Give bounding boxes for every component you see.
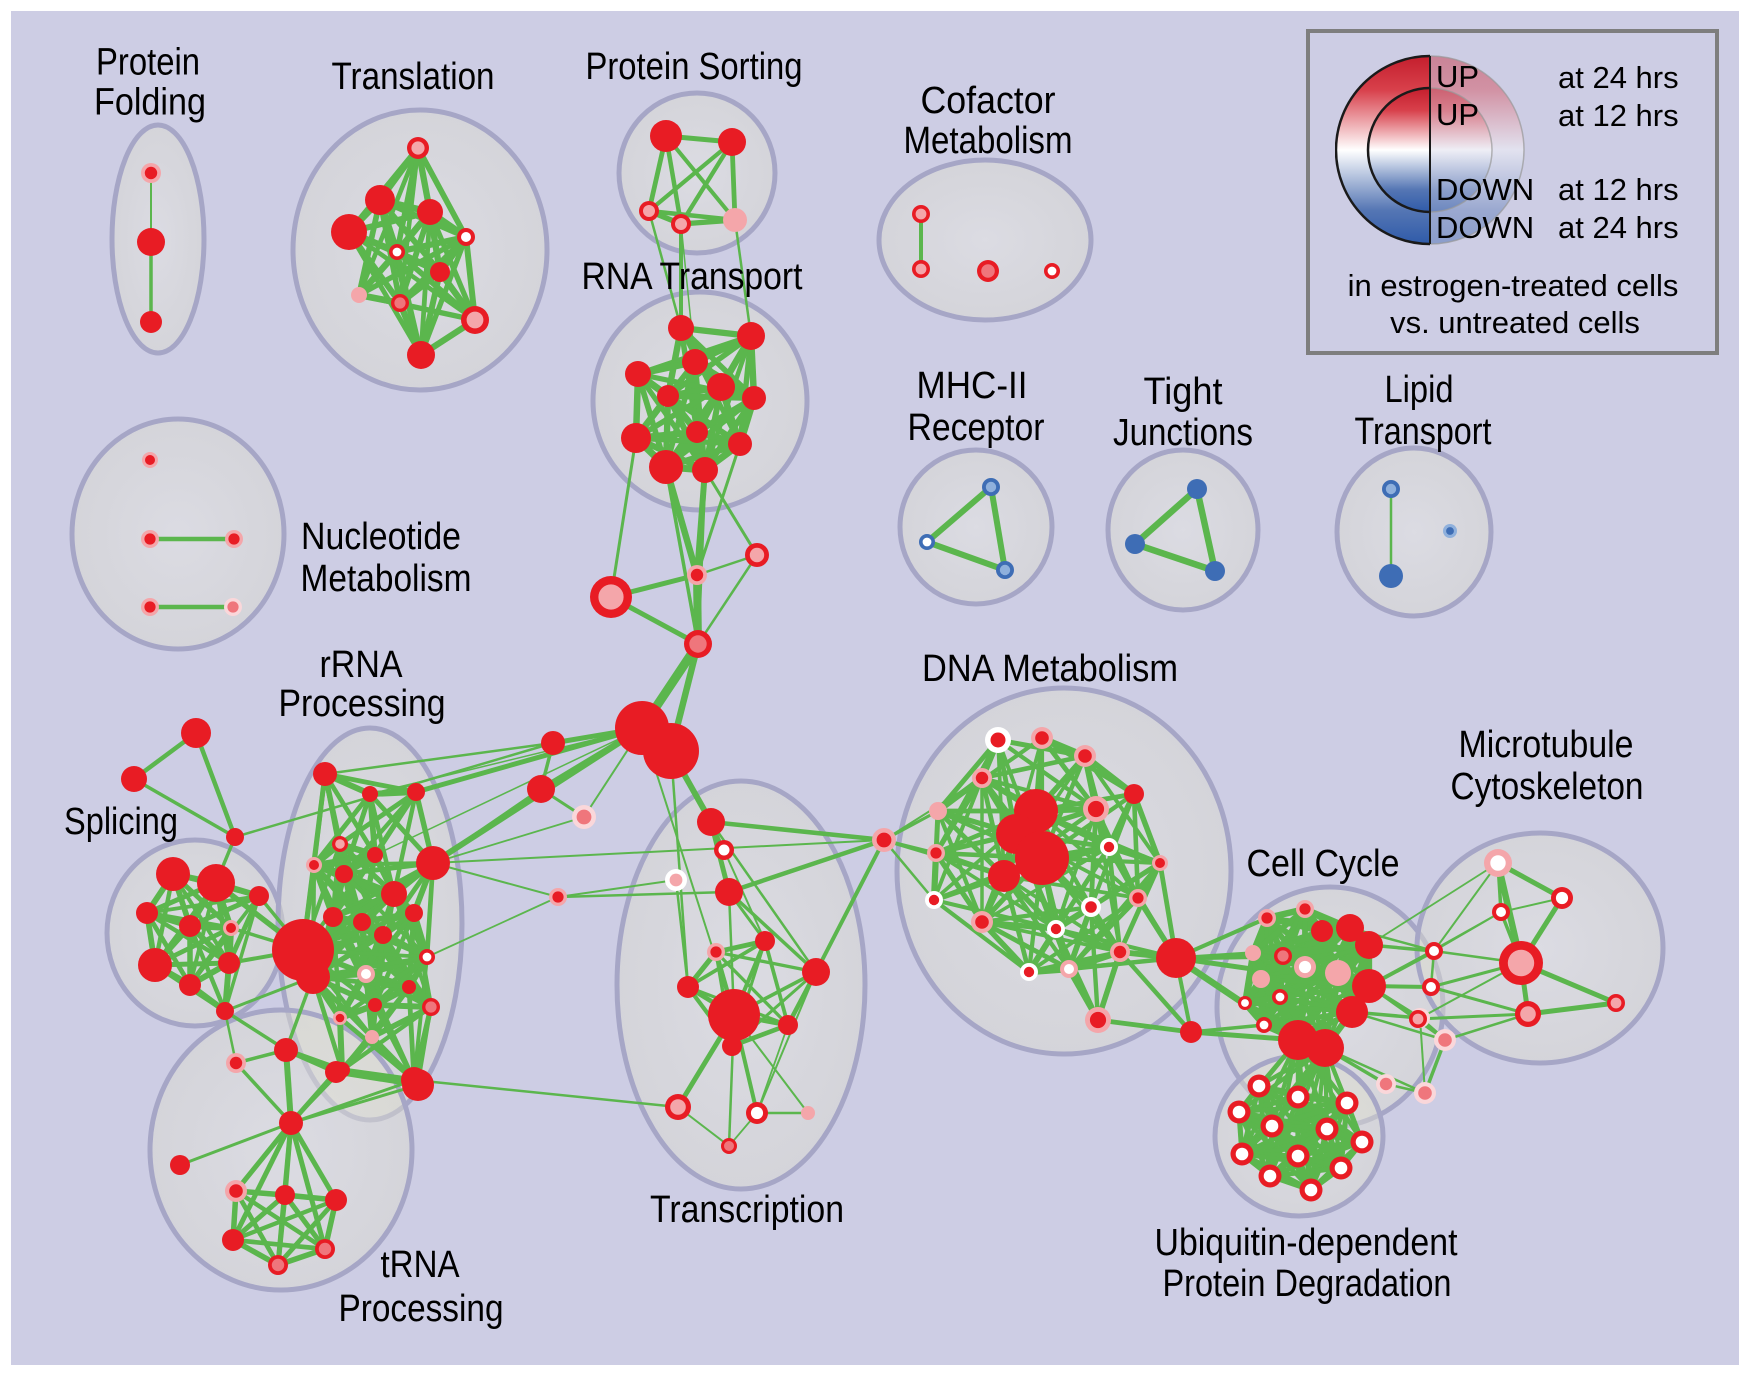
svg-text:Translation: Translation: [332, 56, 495, 98]
svg-text:Transcription: Transcription: [650, 1189, 844, 1231]
svg-text:Nucleotide: Nucleotide: [301, 516, 461, 558]
svg-text:Processing: Processing: [339, 1288, 504, 1330]
svg-text:Microtubule: Microtubule: [1459, 724, 1634, 766]
svg-text:Lipid: Lipid: [1385, 369, 1454, 411]
svg-text:Receptor: Receptor: [908, 407, 1045, 449]
svg-text:Transport: Transport: [1355, 411, 1492, 453]
svg-text:at 24 hrs: at 24 hrs: [1558, 210, 1679, 245]
svg-text:DOWN: DOWN: [1436, 210, 1534, 245]
svg-text:Folding: Folding: [94, 82, 206, 124]
svg-text:Ubiquitin-dependent: Ubiquitin-dependent: [1155, 1222, 1458, 1264]
svg-text:Processing: Processing: [279, 683, 446, 725]
svg-text:at 12 hrs: at 12 hrs: [1558, 98, 1679, 133]
svg-text:Cell Cycle: Cell Cycle: [1247, 843, 1400, 885]
svg-text:MHC-II: MHC-II: [917, 365, 1028, 407]
svg-text:DNA Metabolism: DNA Metabolism: [922, 648, 1178, 690]
svg-text:Metabolism: Metabolism: [301, 558, 472, 600]
svg-text:DOWN: DOWN: [1436, 172, 1534, 207]
svg-text:at 12 hrs: at 12 hrs: [1558, 172, 1679, 207]
svg-text:UP: UP: [1436, 97, 1479, 132]
svg-text:tRNA: tRNA: [381, 1244, 461, 1286]
svg-text:Junctions: Junctions: [1113, 412, 1253, 454]
svg-text:vs. untreated cells: vs. untreated cells: [1390, 305, 1640, 340]
svg-text:Protein Sorting: Protein Sorting: [586, 46, 803, 88]
svg-text:Tight: Tight: [1144, 371, 1223, 413]
svg-text:Metabolism: Metabolism: [904, 120, 1073, 162]
svg-text:UP: UP: [1436, 59, 1479, 94]
svg-text:Splicing: Splicing: [64, 801, 178, 843]
svg-text:RNA Transport: RNA Transport: [582, 256, 803, 298]
svg-text:Cofactor: Cofactor: [921, 80, 1056, 122]
svg-text:in estrogen-treated cells: in estrogen-treated cells: [1348, 268, 1679, 303]
svg-text:rRNA: rRNA: [320, 644, 404, 686]
svg-text:Protein Degradation: Protein Degradation: [1163, 1263, 1452, 1305]
svg-text:Cytoskeleton: Cytoskeleton: [1451, 766, 1644, 808]
svg-text:Protein: Protein: [96, 42, 200, 84]
svg-text:at 24 hrs: at 24 hrs: [1558, 60, 1679, 95]
